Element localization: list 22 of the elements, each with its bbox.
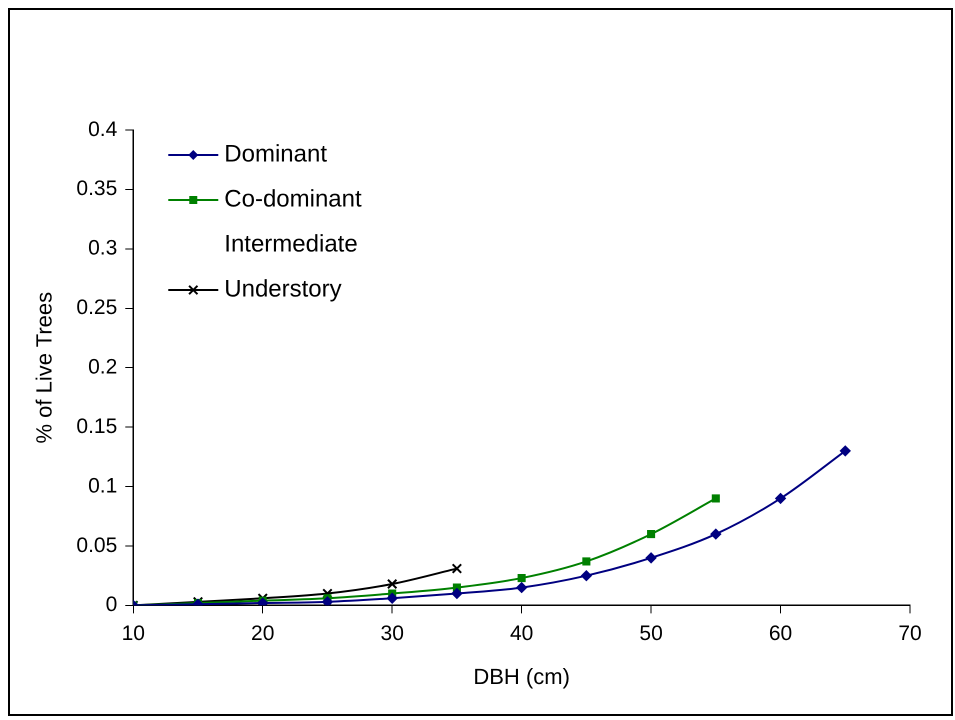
y-tick-label: 0.1 <box>88 474 118 498</box>
x-axis-title: DBH (cm) <box>473 664 570 689</box>
x-tick-label: 60 <box>768 622 792 645</box>
x-tick-label: 70 <box>898 622 922 645</box>
x-tick-label: 40 <box>510 622 534 645</box>
y-tick-label: 0.25 <box>76 296 118 320</box>
x-tick-label: 30 <box>380 622 404 645</box>
y-axis-title: % of Live Trees <box>31 292 56 444</box>
y-tick-label: 0.35 <box>76 177 118 200</box>
x-tick-label: 50 <box>639 622 663 645</box>
y-tick-label: 0.15 <box>76 414 118 438</box>
y-tick-label: 0.05 <box>76 534 118 557</box>
y-tick-label: 0.2 <box>88 355 118 378</box>
legend-label: Co-dominant <box>224 186 362 213</box>
y-tick-label: 0.3 <box>88 236 118 260</box>
legend-label: Understory <box>224 276 342 303</box>
x-tick-label: 10 <box>122 622 145 645</box>
y-tick-label: 0.4 <box>88 118 118 141</box>
x-tick-label: 20 <box>251 622 274 645</box>
text: Intermediate <box>224 230 358 258</box>
legend-label: Dominant <box>224 140 328 168</box>
y-tick-label: 0 <box>106 593 118 616</box>
